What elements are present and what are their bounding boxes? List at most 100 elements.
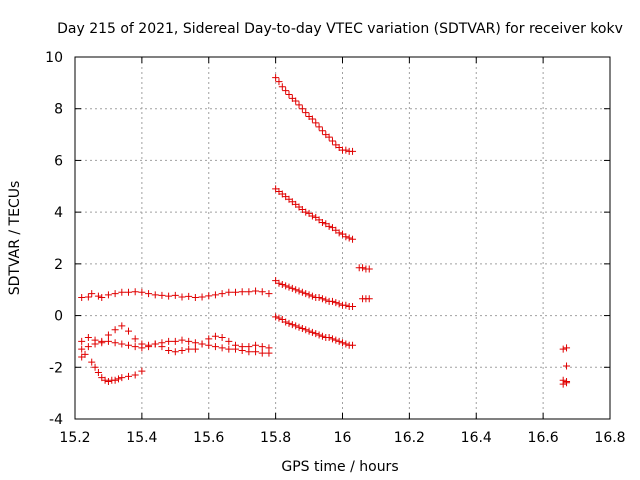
data-point <box>118 340 126 348</box>
x-tick-label: 16.8 <box>594 430 625 446</box>
data-point <box>563 379 571 387</box>
data-point <box>252 341 260 349</box>
data-point <box>342 233 350 241</box>
data-point <box>104 291 112 299</box>
data-point <box>111 326 119 334</box>
data-point <box>328 335 336 343</box>
series-track-a <box>78 287 273 301</box>
data-point <box>335 337 343 345</box>
data-point <box>98 293 106 301</box>
data-point <box>285 283 293 291</box>
data-point <box>349 235 357 243</box>
y-tick-labels: -4 -2 0 2 4 6 8 10 <box>45 50 63 428</box>
y-tick-label: 6 <box>54 153 63 169</box>
data-point <box>158 291 166 299</box>
data-point <box>191 293 199 301</box>
data-point <box>131 343 139 351</box>
data-point <box>308 115 316 123</box>
data-point <box>91 340 99 348</box>
data-point <box>292 97 300 105</box>
data-point <box>88 358 96 366</box>
series-track-d <box>78 350 146 386</box>
data-point <box>559 345 567 353</box>
series-track-c <box>78 332 273 356</box>
data-point <box>318 295 326 303</box>
data-point <box>345 234 353 242</box>
data-point <box>81 350 89 358</box>
data-point <box>559 380 567 388</box>
data-point <box>315 331 323 339</box>
x-tick-label: 15.6 <box>193 430 224 446</box>
x-axis-label: GPS time / hours <box>281 459 398 475</box>
data-point <box>138 288 146 296</box>
data-point <box>365 265 373 273</box>
data-point <box>118 374 126 382</box>
data-point <box>88 290 96 298</box>
data-point <box>349 147 357 155</box>
y-tick-label: 0 <box>54 309 63 325</box>
data-point <box>158 343 166 351</box>
x-tick-label: 15.2 <box>59 430 90 446</box>
data-point <box>322 296 330 304</box>
data-point <box>308 292 316 300</box>
data-point <box>272 74 280 82</box>
data-point <box>111 376 119 384</box>
data-point <box>312 119 320 127</box>
data-point <box>171 337 179 345</box>
data-point <box>84 293 92 301</box>
data-point <box>225 288 233 296</box>
data-point <box>225 337 233 345</box>
data-point <box>104 378 112 386</box>
data-point <box>315 123 323 131</box>
data-point <box>78 345 86 353</box>
data-point <box>245 343 253 351</box>
y-tick-label: -2 <box>49 360 63 376</box>
y-tick-label: 4 <box>54 205 63 221</box>
data-point <box>171 291 179 299</box>
data-point <box>325 222 333 230</box>
data-point <box>295 287 303 295</box>
axis-ticks <box>74 56 611 420</box>
data-point <box>302 208 310 216</box>
data-point <box>292 286 300 294</box>
data-point <box>205 341 213 349</box>
data-point <box>94 292 102 300</box>
data-point <box>84 343 92 351</box>
data-point <box>125 288 132 296</box>
data-point <box>265 344 273 352</box>
data-point <box>285 90 293 98</box>
data-point <box>563 344 571 352</box>
data-point <box>308 328 316 336</box>
data-point <box>218 344 226 352</box>
data-point <box>104 337 112 345</box>
data-point <box>198 340 206 348</box>
data-point <box>278 281 286 289</box>
data-point <box>302 109 310 117</box>
data-point <box>218 290 226 298</box>
y-tick-label: 10 <box>45 50 63 66</box>
data-point <box>225 345 233 353</box>
data-point <box>295 323 303 331</box>
data-point <box>138 344 146 352</box>
data-point <box>218 334 226 342</box>
data-point <box>118 322 126 330</box>
data-point <box>125 341 132 349</box>
series-track-f <box>272 185 357 243</box>
data-point <box>292 322 300 330</box>
data-point <box>328 297 336 305</box>
data-point <box>252 348 260 356</box>
data-point <box>288 284 296 292</box>
data-point <box>151 340 159 348</box>
data-point <box>151 291 159 299</box>
data-point <box>258 343 266 351</box>
data-point <box>275 78 283 86</box>
data-point <box>185 292 193 300</box>
data-point <box>318 127 326 135</box>
y-tick-label: 8 <box>54 102 63 118</box>
data-point <box>191 339 199 347</box>
data-point <box>91 363 99 371</box>
data-point <box>318 332 326 340</box>
data-point <box>185 337 193 345</box>
series-track-g <box>272 277 357 311</box>
data-points <box>78 74 571 388</box>
